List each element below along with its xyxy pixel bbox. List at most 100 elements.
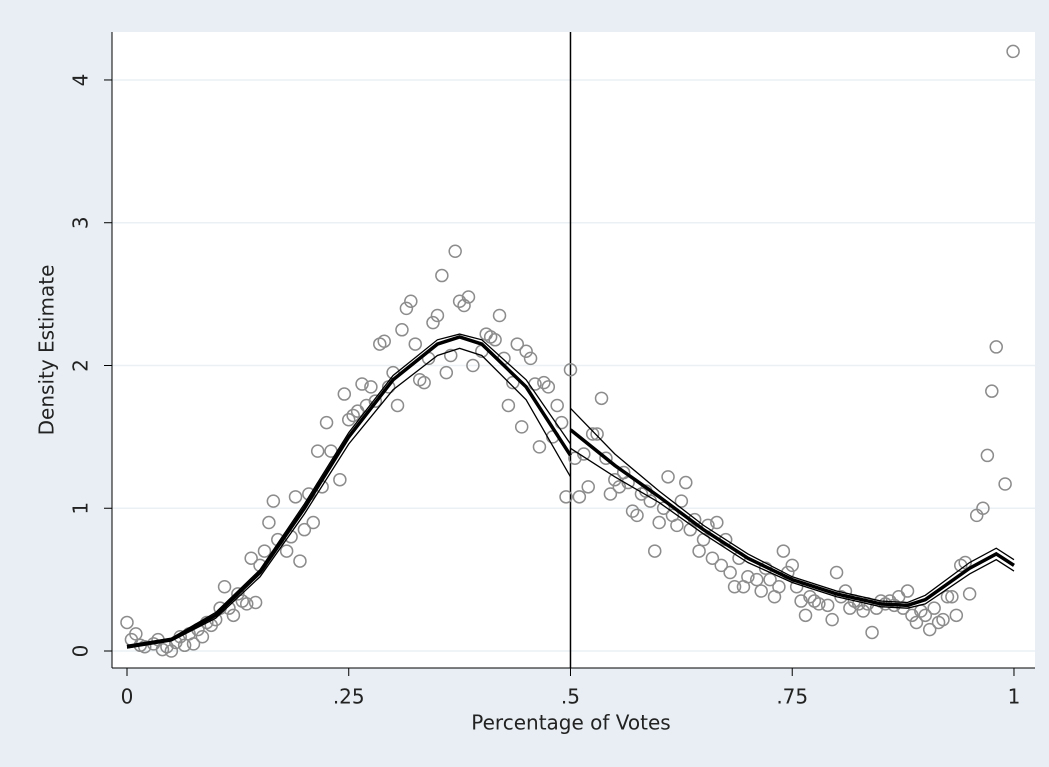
point [129, 627, 143, 641]
y-tick-label: 1 [69, 502, 93, 515]
x-tick-label: .5 [561, 685, 580, 709]
y-tick-label: 0 [69, 645, 93, 658]
point [319, 415, 334, 430]
point [776, 544, 791, 558]
point [612, 480, 627, 494]
y-tick-label: 2 [69, 359, 93, 372]
point [714, 558, 729, 573]
point [288, 490, 303, 504]
point [652, 515, 666, 530]
point [541, 380, 556, 394]
point [297, 522, 312, 537]
point [763, 572, 777, 587]
point [239, 597, 254, 611]
point [266, 494, 281, 508]
point [293, 554, 307, 568]
ci-line [126, 333, 572, 646]
point [346, 408, 360, 423]
point [399, 301, 414, 316]
point [195, 629, 210, 644]
point [590, 427, 604, 441]
ci-line [126, 347, 572, 649]
point [989, 340, 1003, 354]
point [674, 494, 689, 508]
point [439, 365, 454, 380]
point [457, 298, 471, 313]
point [452, 294, 467, 308]
point [940, 590, 955, 604]
point [1006, 44, 1020, 59]
point [922, 622, 937, 637]
point [825, 612, 839, 627]
point [705, 551, 720, 565]
point [865, 625, 879, 640]
point [599, 451, 613, 466]
point [417, 375, 431, 390]
point [537, 375, 551, 390]
point [750, 572, 764, 587]
point [217, 580, 232, 594]
point [980, 448, 995, 463]
point [976, 501, 990, 516]
point [647, 544, 662, 558]
point [248, 595, 263, 610]
point [177, 638, 192, 653]
point [794, 594, 808, 608]
point [905, 608, 919, 623]
point [257, 544, 272, 558]
point [310, 444, 325, 458]
point [585, 427, 600, 441]
point [812, 597, 826, 611]
point [603, 487, 618, 501]
point [945, 590, 959, 604]
point [803, 590, 817, 604]
x-tick-label: 0 [121, 685, 134, 709]
point [949, 608, 964, 623]
point [754, 584, 768, 598]
fit-line [126, 335, 572, 649]
point [820, 598, 835, 613]
point [355, 377, 369, 391]
point [164, 644, 179, 658]
point [279, 544, 294, 558]
point [426, 315, 440, 330]
point [333, 472, 347, 487]
point [404, 294, 418, 308]
point [341, 412, 356, 427]
point [723, 565, 737, 580]
point [492, 308, 507, 323]
point [461, 290, 476, 304]
point [710, 515, 724, 530]
x-tick-label: .75 [776, 685, 808, 709]
point [727, 580, 742, 594]
y-tick-label: 3 [69, 216, 93, 229]
point [488, 333, 502, 347]
point [630, 508, 644, 523]
point [572, 490, 587, 504]
point [661, 470, 675, 484]
point [798, 608, 813, 623]
point [829, 565, 844, 580]
point [514, 420, 529, 434]
point [594, 391, 609, 406]
point [364, 380, 378, 394]
point [510, 337, 525, 351]
point [448, 244, 462, 259]
point [435, 268, 449, 283]
point [501, 398, 516, 413]
point [918, 608, 933, 623]
ci-line [570, 447, 1015, 609]
point [772, 580, 786, 594]
point [395, 323, 409, 337]
point [443, 348, 458, 363]
point [577, 447, 591, 461]
point [306, 515, 321, 530]
point [523, 351, 538, 366]
point [120, 615, 134, 630]
point [625, 504, 640, 518]
x-tick-label: 1 [1008, 685, 1021, 709]
point [262, 515, 276, 530]
point [368, 394, 383, 408]
point [679, 475, 693, 490]
